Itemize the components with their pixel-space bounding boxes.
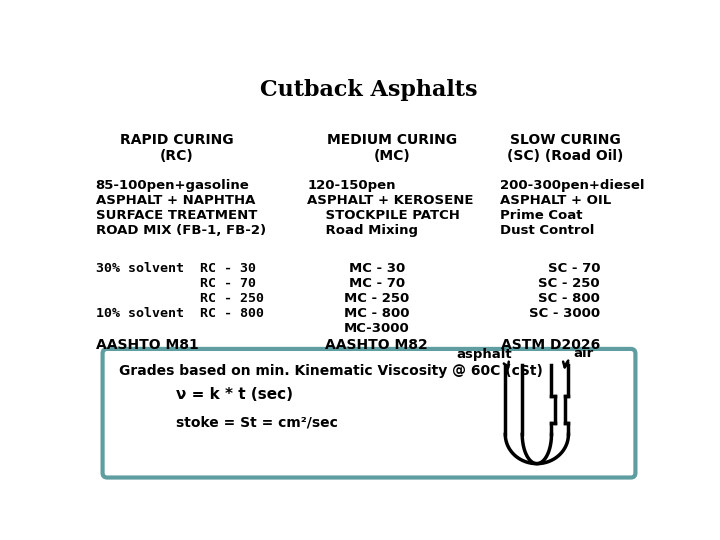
Text: air: air bbox=[563, 347, 593, 367]
Text: 120-150pen
ASPHALT + KEROSENE
    STOCKPILE PATCH
    Road Mixing: 120-150pen ASPHALT + KEROSENE STOCKPILE … bbox=[307, 179, 474, 237]
FancyBboxPatch shape bbox=[102, 349, 636, 477]
Text: ν = k * t (sec): ν = k * t (sec) bbox=[176, 387, 294, 402]
Text: MEDIUM CURING
(MC): MEDIUM CURING (MC) bbox=[327, 132, 457, 163]
Text: stoke = St = cm²/sec: stoke = St = cm²/sec bbox=[176, 415, 338, 429]
Text: 200-300pen+diesel
ASPHALT + OIL
Prime Coat
Dust Control: 200-300pen+diesel ASPHALT + OIL Prime Co… bbox=[500, 179, 644, 237]
Text: SC - 70
SC - 250
SC - 800
SC - 3000: SC - 70 SC - 250 SC - 800 SC - 3000 bbox=[529, 262, 600, 320]
Text: MC - 30
MC - 70
MC - 250
MC - 800
MC-3000: MC - 30 MC - 70 MC - 250 MC - 800 MC-300… bbox=[344, 262, 410, 335]
Text: Grades based on min. Kinematic Viscosity @ 60C (cSt): Grades based on min. Kinematic Viscosity… bbox=[119, 363, 543, 377]
Text: AASHTO M82: AASHTO M82 bbox=[325, 338, 428, 352]
Text: Cutback Asphalts: Cutback Asphalts bbox=[260, 79, 478, 100]
Text: 30% solvent  RC - 30
             RC - 70
             RC - 250
10% solvent  RC : 30% solvent RC - 30 RC - 70 RC - 250 10%… bbox=[96, 262, 264, 320]
Text: RAPID CURING
(RC): RAPID CURING (RC) bbox=[120, 132, 233, 163]
Text: ASTM D2026: ASTM D2026 bbox=[500, 338, 600, 352]
Text: AASHTO M81: AASHTO M81 bbox=[96, 338, 199, 352]
Text: SLOW CURING
(SC) (Road Oil): SLOW CURING (SC) (Road Oil) bbox=[507, 132, 624, 163]
Text: asphalt: asphalt bbox=[456, 348, 513, 368]
Text: 85-100pen+gasoline
ASPHALT + NAPHTHA
SURFACE TREATMENT
ROAD MIX (FB-1, FB-2): 85-100pen+gasoline ASPHALT + NAPHTHA SUR… bbox=[96, 179, 266, 237]
